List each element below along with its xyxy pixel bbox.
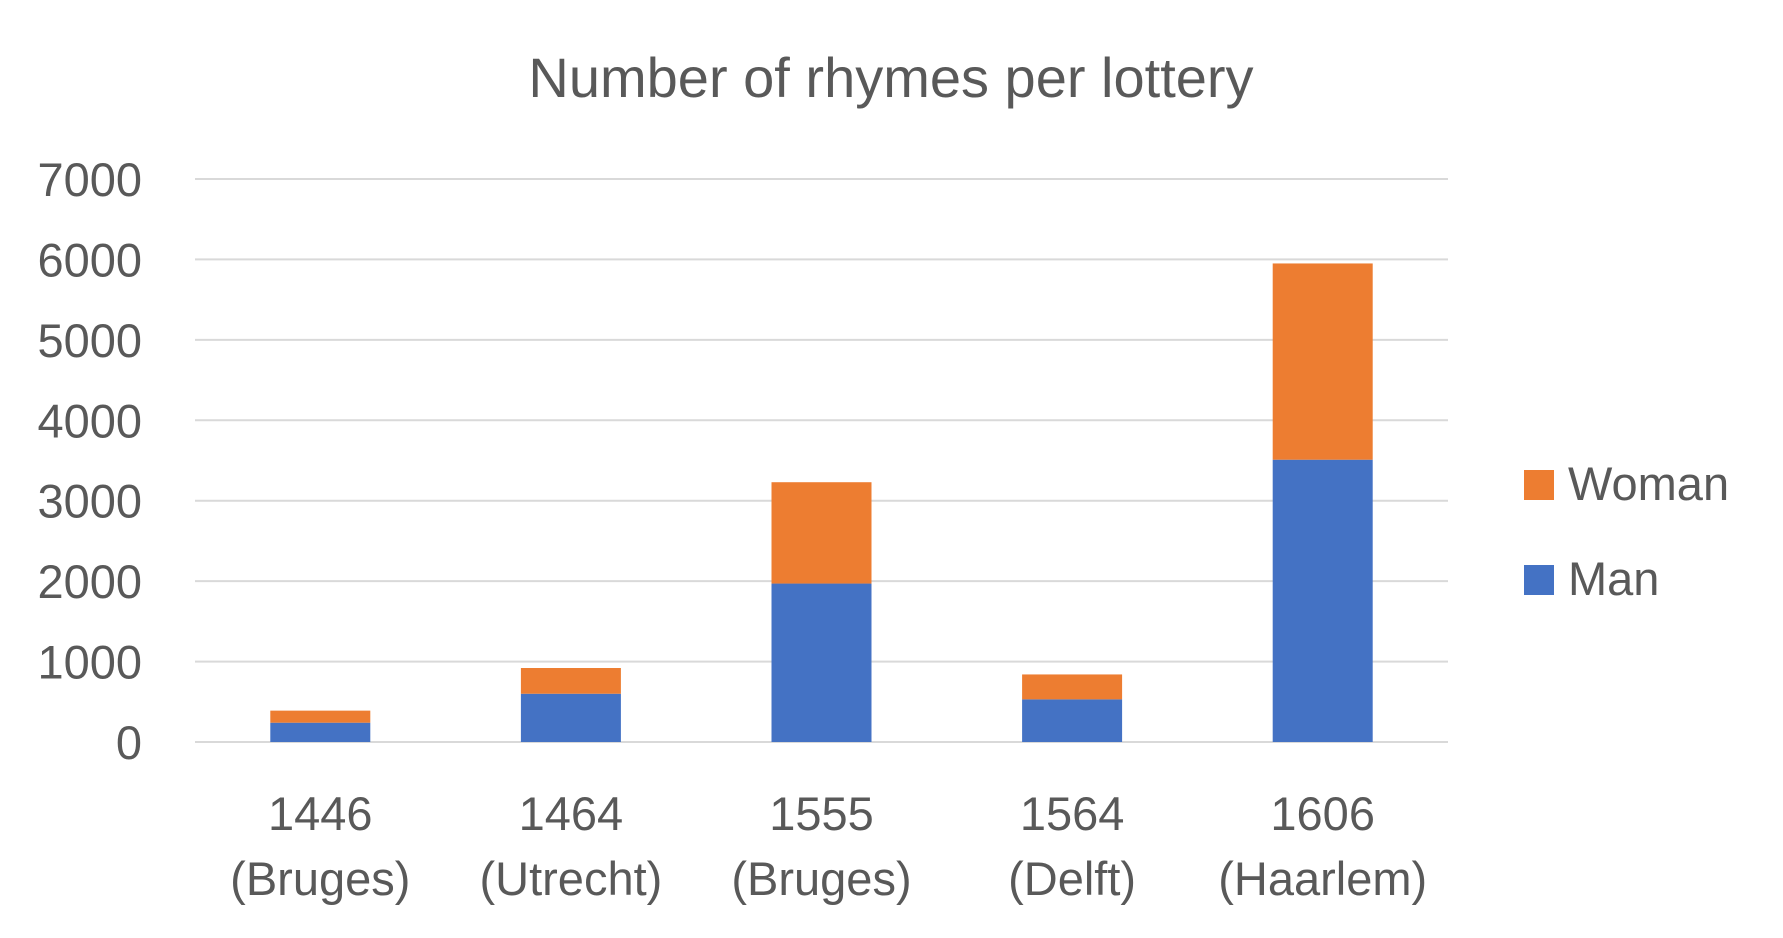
- bar-woman-0: [270, 710, 371, 723]
- x-tick-label: 1446: [268, 787, 373, 840]
- bar-man-1: [520, 693, 621, 742]
- y-tick-label: 5000: [37, 314, 142, 367]
- x-tick-label: (Bruges): [731, 852, 911, 905]
- y-axis-ticks: 0 1000 2000 3000 4000 5000 6000 7000: [37, 153, 142, 769]
- bar-man-4: [1272, 459, 1373, 742]
- bar-woman-3: [1022, 674, 1123, 700]
- x-tick-label: (Utrecht): [480, 852, 663, 905]
- y-tick-label: 6000: [37, 233, 142, 286]
- bar-woman-4: [1272, 263, 1373, 460]
- y-tick-label: 7000: [37, 153, 142, 206]
- y-tick-label: 0: [116, 716, 142, 769]
- y-tick-label: 2000: [37, 555, 142, 608]
- bar-man-2: [771, 583, 872, 742]
- x-tick-label: 1564: [1020, 787, 1125, 840]
- chart-title: Number of rhymes per lottery: [528, 46, 1253, 109]
- x-tick-label: 1555: [769, 787, 874, 840]
- bar-man-0: [270, 722, 371, 742]
- y-tick-label: 4000: [37, 394, 142, 447]
- x-tick-label: (Bruges): [230, 852, 410, 905]
- x-tick-label: (Haarlem): [1218, 852, 1427, 905]
- legend-swatch-man: [1524, 565, 1554, 595]
- x-tick-label: 1606: [1270, 787, 1375, 840]
- y-tick-label: 3000: [37, 475, 142, 528]
- legend-label-woman: Woman: [1568, 457, 1729, 510]
- legend-label-man: Man: [1568, 552, 1659, 605]
- legend-swatch-woman: [1524, 470, 1554, 500]
- x-tick-label: (Delft): [1008, 852, 1136, 905]
- bar-man-3: [1022, 699, 1123, 742]
- bar-woman-2: [771, 482, 872, 584]
- bars: [270, 263, 1373, 742]
- bar-woman-1: [520, 668, 621, 694]
- y-tick-label: 1000: [37, 636, 142, 689]
- x-tick-label: 1464: [519, 787, 624, 840]
- legend: Woman Man: [1524, 457, 1729, 605]
- x-axis-ticks: 1446 (Bruges) 1464 (Utrecht) 1555 (Bruges) 156…: [230, 787, 1427, 905]
